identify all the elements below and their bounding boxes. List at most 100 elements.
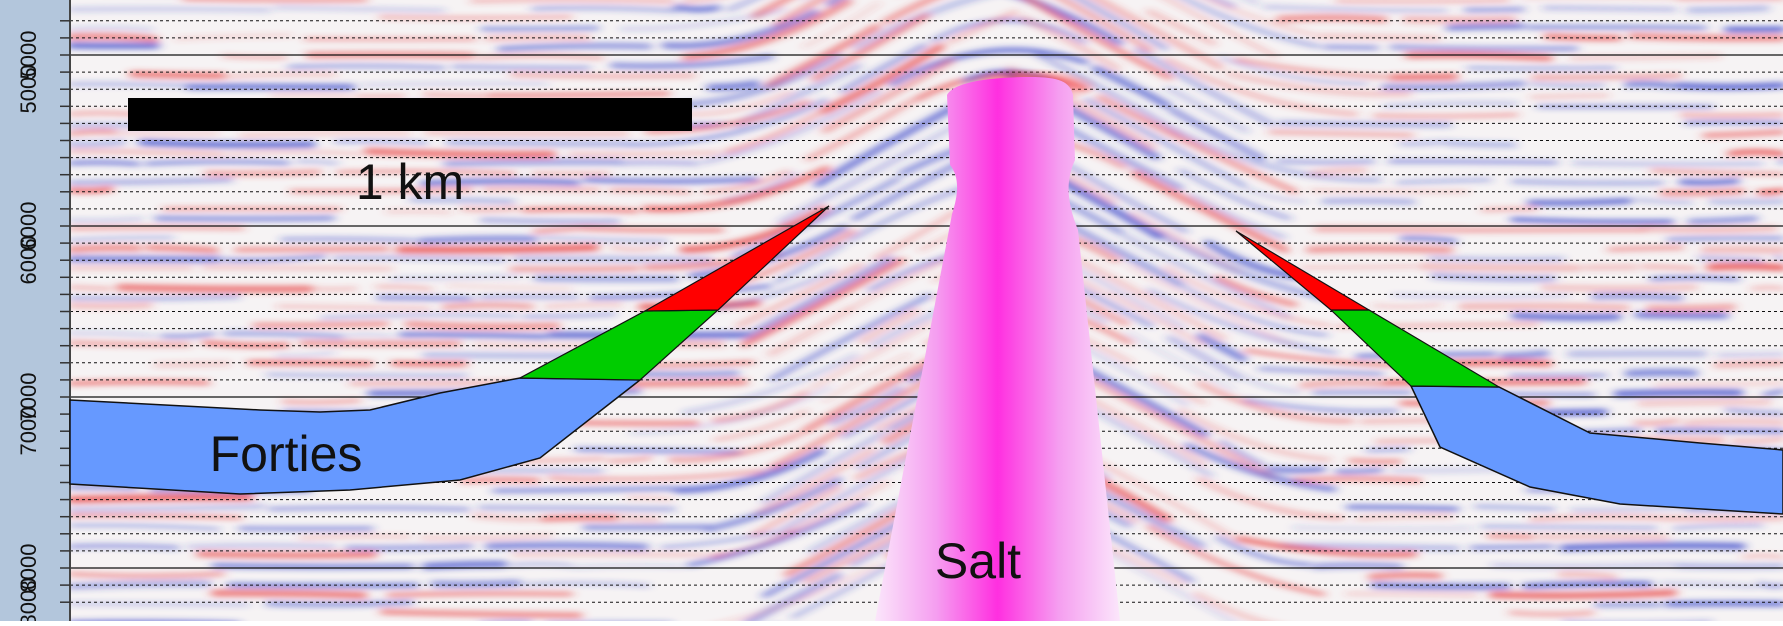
seismic-reflector [141, 143, 312, 145]
seismic-reflector [1471, 547, 1552, 548]
seismic-reflector [310, 288, 356, 289]
seismic-reflector [347, 546, 471, 548]
seismic-reflector [70, 113, 134, 114]
forties-label: Forties [210, 426, 363, 482]
seismic-reflector [434, 583, 519, 584]
seismic-reflector [408, 324, 558, 327]
seismic-reflector [270, 508, 468, 509]
seismic-reflector [512, 268, 638, 269]
seismic-reflector [70, 259, 219, 260]
seismic-reflector [114, 133, 217, 134]
seismic-reflector [1645, 228, 1774, 230]
seismic-reflector [389, 594, 571, 595]
seismic-reflector [70, 343, 189, 345]
seismic-reflector [70, 305, 150, 306]
seismic-reflector [1489, 536, 1533, 537]
seismic-reflector [1368, 449, 1408, 450]
seismic-reflector [393, 363, 465, 364]
seismic-reflector [1392, 47, 1576, 49]
seismic-reflector [621, 162, 697, 163]
seismic-reflector [1294, 527, 1472, 528]
seismic-reflector [512, 75, 694, 77]
seismic-reflector [1544, 287, 1695, 288]
scale-bar-label: 1 km [356, 154, 464, 210]
seismic-reflector [70, 287, 111, 289]
seismic-reflector [1280, 123, 1450, 125]
seismic-reflector [1315, 565, 1400, 566]
seismic-reflector [272, 95, 351, 96]
seismic-reflector [1347, 594, 1475, 596]
seismic-reflector [278, 306, 428, 308]
seismic-reflector [1449, 143, 1514, 145]
seismic-reflector [582, 228, 721, 230]
seismic-reflector [1636, 200, 1691, 202]
seismic-reflector [1609, 248, 1682, 250]
seismic-reflector [1574, 163, 1761, 164]
seismic-reflector [1515, 316, 1619, 318]
seismic-reflector [1716, 363, 1783, 365]
seismic-reflector [444, 305, 531, 307]
seismic-reflector [207, 172, 319, 174]
seismic-reflector [1627, 84, 1670, 86]
seismic-reflector [1462, 306, 1627, 308]
salt-label: Salt [935, 533, 1021, 589]
seismic-reflector [1503, 353, 1545, 356]
seismic-reflector [1563, 546, 1743, 548]
seismic-reflector [157, 218, 332, 219]
seismic-reflector [1512, 219, 1671, 222]
seismic-reflector [1637, 315, 1726, 316]
seismic-reflector [570, 153, 719, 155]
seismic-reflector [1561, 574, 1614, 577]
seismic-reflector [70, 9, 269, 10]
seismic-reflector [614, 517, 656, 519]
seismic-reflector [1278, 161, 1374, 162]
seismic-reflector [70, 248, 139, 250]
seismic-reflector [224, 74, 335, 76]
seismic-reflector [189, 546, 334, 547]
seismic-reflector [1337, 470, 1381, 472]
seismic-reflector [1652, 278, 1738, 279]
seismic-reflector [70, 142, 123, 144]
seismic-reflector [1430, 258, 1563, 259]
seismic-reflector [1677, 85, 1783, 87]
seismic-reflector [1317, 229, 1463, 230]
axis-tick-label: 6000 [16, 236, 41, 285]
seismic-reflector [1309, 249, 1450, 250]
seismic-reflector [214, 593, 364, 595]
seismic-reflector [1371, 575, 1439, 577]
seismic-reflector [1511, 613, 1593, 615]
seismic-reflector [236, 249, 387, 250]
seismic-reflector [387, 211, 450, 212]
seismic-reflector [1572, 56, 1719, 58]
seismic-reflector [70, 382, 208, 384]
seismic-reflector [1337, 0, 1509, 1]
seismic-reflector [1302, 266, 1415, 267]
seismic-reflector [1279, 18, 1384, 20]
seismic-reflector [488, 545, 645, 547]
seismic-reflector [132, 74, 222, 76]
seismic-reflector [204, 343, 287, 346]
seismic-reflector [70, 162, 138, 164]
seismic-reflector [199, 554, 374, 555]
seismic-reflector [1533, 76, 1680, 78]
seismic-reflector [425, 564, 503, 566]
seismic-reflector [356, 96, 404, 97]
seismic-reflector [710, 84, 757, 88]
scale-bar [128, 98, 692, 131]
seismic-reflector [70, 546, 177, 548]
seismic-reflector [1704, 250, 1783, 251]
seismic-reflector [1530, 201, 1629, 203]
seismic-reflector [1681, 181, 1736, 183]
seismic-reflector [1617, 393, 1740, 394]
seismic-reflector [482, 220, 617, 222]
seismic-reflector [1303, 382, 1384, 385]
seismic-reflector [1649, 307, 1732, 309]
seismic-reflector [70, 297, 239, 299]
seismic-reflector [1348, 507, 1457, 509]
seismic-reflector [1391, 77, 1455, 78]
seismic-reflector [1528, 27, 1705, 28]
seismic-reflector [70, 189, 111, 191]
seismic-reflector [70, 574, 222, 576]
seismic-reflector [1390, 161, 1557, 162]
